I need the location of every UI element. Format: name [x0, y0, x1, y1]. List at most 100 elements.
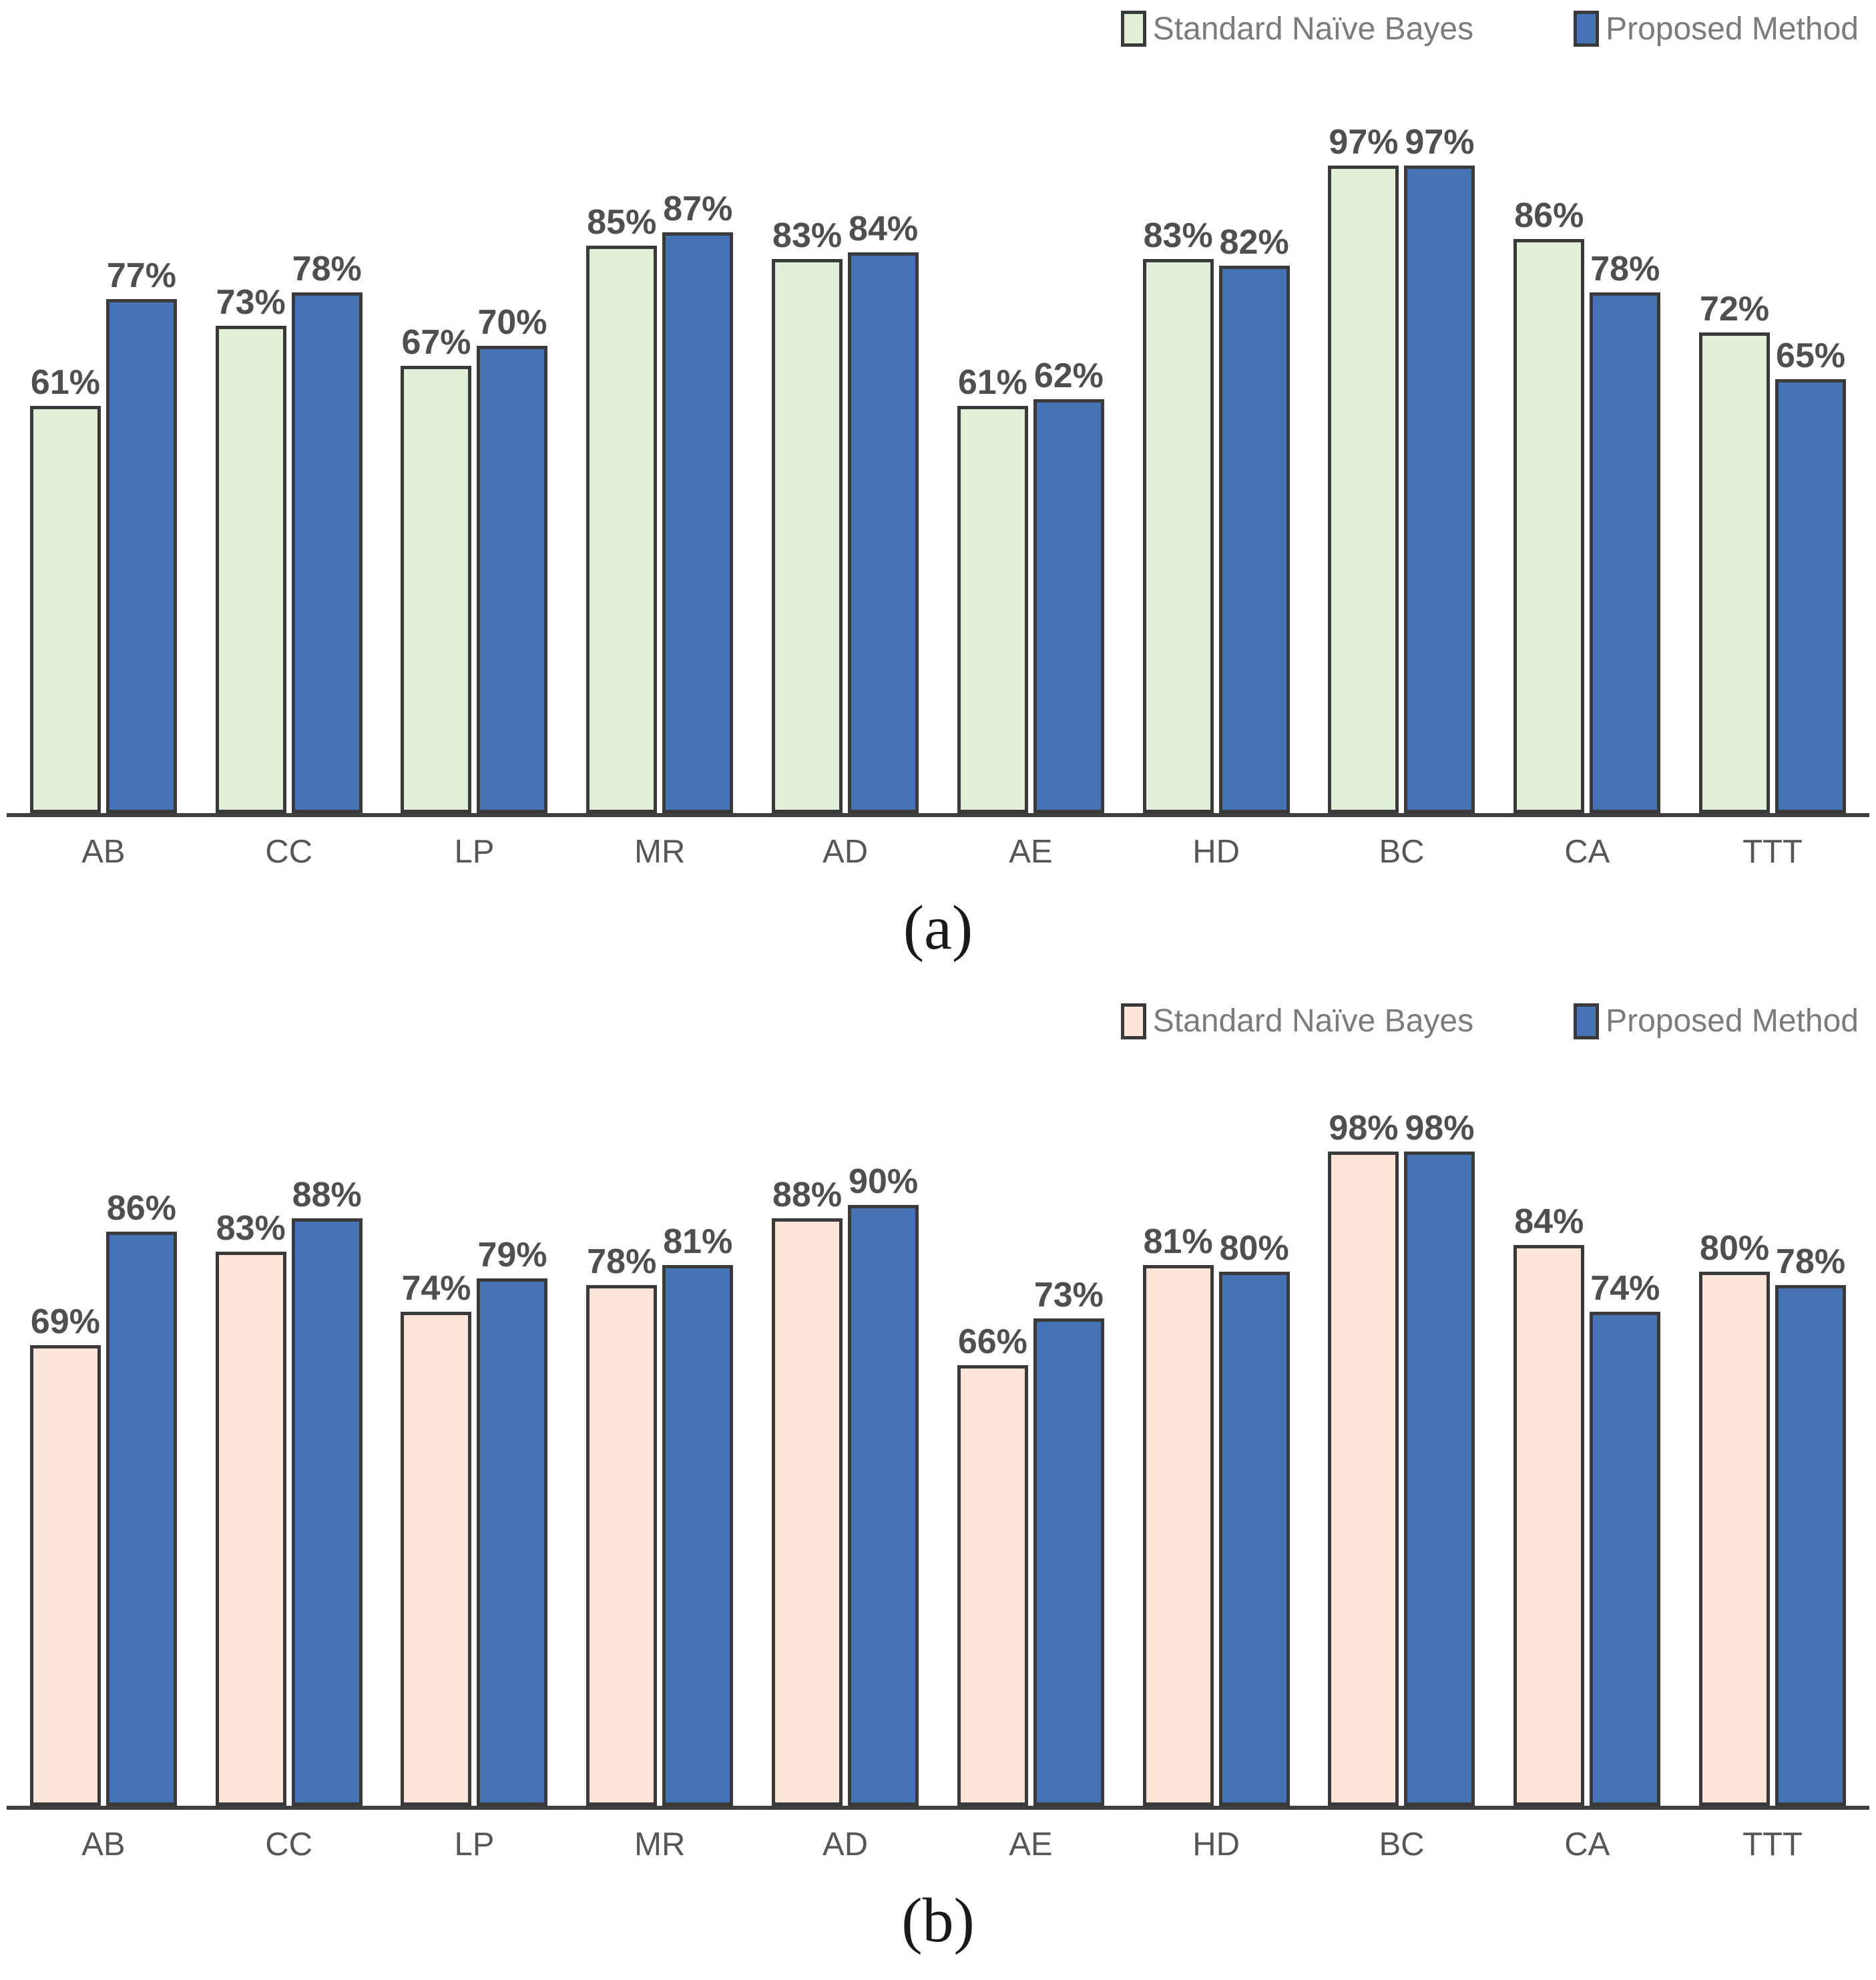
bar: 62%: [1033, 356, 1104, 813]
bar-group: 98% 98%: [1309, 1109, 1495, 1806]
bar-group: 80% 78%: [1680, 1229, 1865, 1806]
bar: 83%: [772, 216, 843, 813]
plot-area: 69% 86% 83% 88% 74% 79% 78% 81% 88% 90% 66% 73% 81% 8…: [0, 1045, 1876, 1806]
bar: 88%: [291, 1176, 363, 1806]
bar-value-label: 78%: [1590, 250, 1660, 288]
bar-value-label: 90%: [849, 1162, 919, 1201]
legend: Standard Naïve Bayes Proposed Method: [0, 0, 1876, 52]
bar-value-label: 97%: [1329, 123, 1399, 162]
bar-group: 72% 65%: [1680, 290, 1865, 813]
chart-b: Standard Naïve Bayes Proposed Method 69% 8…: [0, 993, 1876, 1959]
bar: 88%: [772, 1176, 843, 1806]
subfigure-caption-a: (a): [903, 893, 973, 963]
bar-value-label: 86%: [1514, 196, 1584, 235]
x-tick-label: LP: [454, 1826, 495, 1863]
bar: 78%: [586, 1242, 658, 1806]
bar-value-label: 88%: [772, 1175, 843, 1214]
bar: 83%: [215, 1209, 286, 1806]
bar-value-label: 84%: [849, 210, 919, 248]
bar-group: 81% 80%: [1124, 1222, 1309, 1806]
x-tick-label: AD: [823, 834, 869, 870]
bar-group: 83% 82%: [1124, 216, 1309, 813]
bar-value-label: 79%: [477, 1235, 547, 1274]
x-tick-label: BC: [1379, 834, 1425, 870]
bar-value-label: 77%: [106, 256, 176, 295]
bar-value-label: 62%: [1033, 356, 1104, 395]
x-tick-label: MR: [634, 834, 686, 870]
bar: 74%: [1590, 1269, 1661, 1806]
bar: 81%: [662, 1222, 734, 1806]
legend-item: Standard Naïve Bayes: [1120, 1003, 1473, 1039]
bar: 77%: [105, 256, 177, 813]
bar-value-label: 82%: [1219, 223, 1289, 262]
legend-label: Proposed Method: [1606, 1003, 1859, 1039]
bar-value-label: 78%: [292, 250, 362, 288]
x-tick-label: TTT: [1742, 834, 1803, 870]
bar: 82%: [1218, 223, 1290, 813]
bar: 83%: [1142, 216, 1214, 813]
x-tick-label: BC: [1379, 1826, 1425, 1863]
bar: 85%: [586, 203, 658, 813]
x-tick-label: LP: [454, 834, 495, 870]
bar: 66%: [957, 1322, 1028, 1806]
bar-group: 61% 62%: [938, 356, 1124, 813]
bar: 69%: [29, 1302, 101, 1806]
bar-group: 88% 90%: [752, 1162, 938, 1806]
bar-value-label: 81%: [663, 1222, 733, 1261]
bar-group: 84% 74%: [1494, 1202, 1680, 1806]
bar: 78%: [291, 250, 363, 813]
bar-value-label: 70%: [477, 303, 547, 342]
bar-value-label: 81%: [1143, 1222, 1213, 1261]
bar-value-label: 98%: [1405, 1108, 1475, 1148]
bar-group: 67% 70%: [382, 303, 567, 813]
bar: 84%: [848, 210, 919, 813]
bar: 98%: [1328, 1109, 1399, 1806]
bar: 97%: [1404, 123, 1475, 813]
bar-value-label: 61%: [957, 363, 1027, 402]
bar-value-label: 97%: [1405, 123, 1475, 162]
x-tick-label: HD: [1192, 834, 1240, 870]
legend-item: Standard Naïve Bayes: [1120, 11, 1473, 47]
bar-value-label: 83%: [772, 216, 843, 255]
x-axis-line: [7, 1805, 1869, 1810]
chart-a: Standard Naïve Bayes Proposed Method 61% 7…: [0, 0, 1876, 966]
bar-value-label: 87%: [663, 190, 733, 228]
x-axis-line: [7, 813, 1869, 817]
bar: 73%: [215, 283, 286, 813]
bar-value-label: 72%: [1700, 290, 1770, 328]
bar: 78%: [1775, 1242, 1847, 1806]
bar: 80%: [1699, 1229, 1771, 1806]
bar: 79%: [477, 1236, 548, 1806]
x-tick-label: CA: [1564, 834, 1610, 870]
x-tick-label: AD: [823, 1826, 869, 1863]
x-tick-label: AB: [81, 834, 126, 870]
bar: 86%: [1513, 196, 1585, 813]
bar: 98%: [1404, 1109, 1475, 1806]
legend-swatch: [1574, 11, 1600, 47]
x-tick-label: CA: [1564, 1826, 1610, 1863]
bar: 61%: [29, 363, 101, 813]
bar: 61%: [957, 363, 1028, 813]
bar: 84%: [1513, 1202, 1585, 1806]
bar: 90%: [848, 1162, 919, 1806]
x-tick-label: HD: [1192, 1826, 1240, 1863]
bar: 97%: [1328, 123, 1399, 813]
bar: 86%: [105, 1189, 177, 1806]
bar-value-label: 66%: [957, 1322, 1027, 1361]
bar-value-label: 78%: [587, 1242, 657, 1281]
bar-group: 66% 73%: [938, 1276, 1124, 1806]
subfigure-caption-b: (b): [901, 1885, 975, 1955]
bar: 81%: [1142, 1222, 1214, 1806]
bar: 73%: [1033, 1276, 1104, 1806]
x-tick-label: CC: [265, 1826, 313, 1863]
x-axis-labels: AB CC LP MR AD AE HD BC CA TTT: [0, 1826, 1876, 1863]
bar-group: 86% 78%: [1494, 196, 1680, 813]
bar-group: 61% 77%: [11, 256, 196, 813]
legend-item: Proposed Method: [1574, 1003, 1859, 1039]
bar-value-label: 84%: [1514, 1202, 1584, 1241]
bar: 70%: [477, 303, 548, 813]
x-tick-label: AB: [81, 1826, 126, 1863]
bar-group: 83% 84%: [752, 210, 938, 813]
bar-value-label: 67%: [401, 323, 471, 362]
